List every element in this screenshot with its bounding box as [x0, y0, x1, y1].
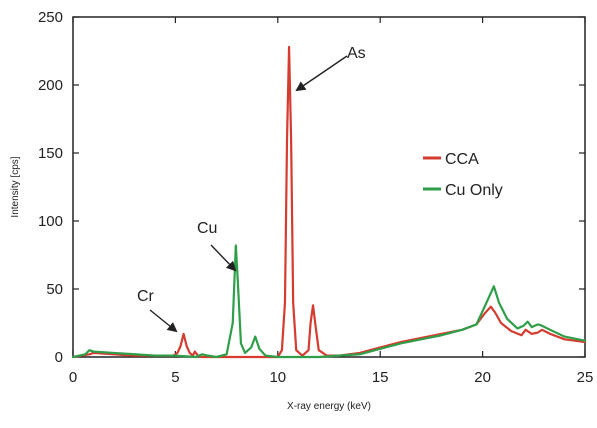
y-tick-label: 200	[38, 77, 63, 94]
y-tick-label: 150	[38, 145, 63, 162]
x-tick-label: 10	[269, 369, 286, 386]
annotation-arrow-cu	[210, 244, 237, 272]
x-tick-label: 25	[577, 369, 594, 386]
legend-label: CCA	[445, 151, 479, 168]
annotation-label-cr: Cr	[137, 288, 155, 305]
y-axis-title: Intensity [cps]	[10, 156, 21, 217]
x-tick-label: 5	[171, 369, 179, 386]
annotation-arrow-as	[295, 55, 348, 92]
x-tick-label: 20	[474, 369, 491, 386]
annotation-label-cu: Cu	[197, 220, 217, 237]
y-tick-label: 0	[55, 349, 63, 366]
y-tick-label: 250	[38, 9, 63, 26]
x-axis-title: X-ray energy (keV)	[287, 401, 371, 412]
legend-label: Cu Only	[445, 182, 503, 199]
annotation-label-as: As	[347, 45, 366, 62]
y-tick-label: 50	[46, 281, 63, 298]
y-tick-label: 100	[38, 213, 63, 230]
series-line-cu-only	[71, 244, 587, 359]
x-tick-label: 0	[69, 369, 77, 386]
series-line-cca	[71, 45, 587, 359]
x-tick-label: 15	[372, 369, 389, 386]
annotation-arrow-cr	[149, 309, 178, 333]
